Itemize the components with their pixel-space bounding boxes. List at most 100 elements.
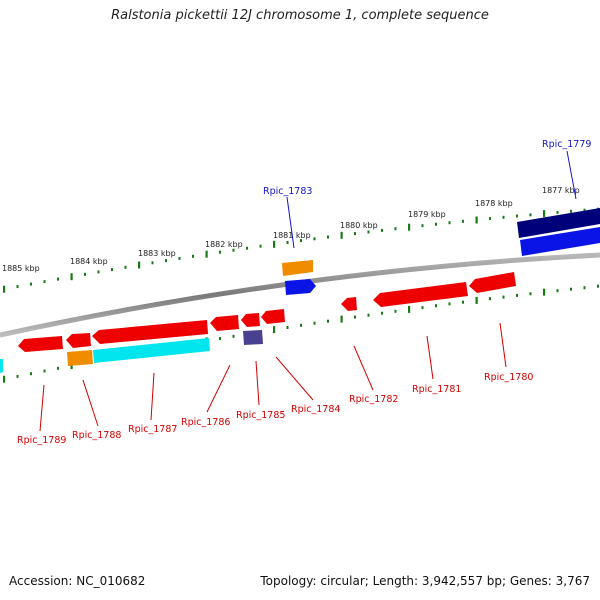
leader-rpic-1784 [275, 356, 314, 401]
minor-tick [192, 254, 194, 258]
inner-tick-row [3, 284, 599, 383]
gene-rpic-1786[interactable] [210, 315, 239, 331]
minor-tick [502, 215, 505, 219]
minor-tick [111, 268, 113, 272]
gene-rpic-1781[interactable] [373, 282, 468, 307]
scale-label-1880: 1880 kbp [340, 221, 378, 230]
gene-rpic-1785-box[interactable] [243, 330, 263, 345]
gene-rpic-1782[interactable] [341, 297, 357, 311]
leader-rpic-1779 [566, 150, 577, 200]
minor-tick [462, 219, 464, 223]
minor-tick [30, 372, 32, 376]
major-tick [340, 315, 343, 323]
major-tick [340, 231, 343, 239]
gene-navy[interactable] [517, 208, 600, 238]
major-tick [543, 288, 546, 296]
minor-tick [597, 284, 599, 288]
minor-tick [286, 241, 289, 244]
gene-rpic-1783[interactable] [285, 279, 316, 295]
gene-rpic-1785[interactable] [241, 313, 260, 327]
label-rpic-1779[interactable]: Rpic_1779 [542, 139, 591, 150]
minor-tick [43, 369, 46, 373]
leader-rpic-1781 [426, 335, 434, 380]
minor-tick [529, 213, 532, 217]
minor-tick [327, 319, 329, 323]
major-tick [273, 240, 276, 248]
minor-tick [124, 265, 127, 269]
major-tick [475, 296, 478, 304]
reverse-strand-genes [0, 272, 516, 373]
label-rpic-1780[interactable]: Rpic_1780 [484, 372, 533, 383]
scale-label-1878: 1878 kbp [475, 199, 513, 208]
minor-tick [57, 277, 59, 281]
label-rpic-1785[interactable]: Rpic_1785 [236, 410, 285, 421]
genome-summary-text: Topology: circular; Length: 3,942,557 bp… [260, 574, 590, 588]
minor-tick [570, 209, 572, 213]
minor-tick [84, 272, 86, 276]
minor-tick [570, 287, 572, 291]
major-tick [70, 273, 73, 281]
minor-tick [354, 232, 356, 236]
gene-rpic-1780[interactable] [469, 272, 516, 293]
major-tick [408, 223, 411, 231]
minor-tick [246, 246, 248, 250]
minor-tick [381, 311, 383, 315]
minor-tick [367, 230, 370, 234]
leader-lines [39, 150, 577, 432]
minor-tick [219, 337, 221, 341]
gene-rpic-1784[interactable] [261, 309, 285, 324]
minor-tick [57, 366, 59, 370]
leader-rpic-1782 [353, 345, 374, 391]
leader-rpic-1788 [82, 379, 99, 427]
minor-tick [489, 217, 491, 221]
label-rpic-1783[interactable]: Rpic_1783 [263, 186, 312, 197]
minor-tick [394, 227, 397, 231]
leader-rpic-1786 [206, 364, 231, 413]
minor-tick [16, 374, 19, 378]
gene-rpic-1789[interactable] [18, 336, 63, 352]
minor-tick [97, 270, 100, 274]
scale-label-1879: 1879 kbp [408, 210, 446, 219]
map-title: Ralstonia pickettii 12J chromosome 1, co… [111, 8, 489, 23]
minor-tick [529, 292, 532, 296]
label-rpic-1781[interactable]: Rpic_1781 [412, 384, 461, 395]
label-rpic-1787[interactable]: Rpic_1787 [128, 424, 177, 435]
major-tick [138, 261, 141, 269]
gene-rpic-1787[interactable] [92, 320, 208, 344]
label-rpic-1784[interactable]: Rpic_1784 [291, 404, 340, 415]
gene-cyan-edge[interactable] [0, 359, 3, 373]
scale-label-1883: 1883 kbp [138, 249, 176, 258]
major-tick [475, 216, 478, 224]
minor-tick [178, 256, 181, 260]
gene-blue-large[interactable] [520, 227, 600, 256]
minor-tick [30, 282, 32, 286]
major-tick [408, 305, 411, 313]
gene-rpic-1788-orange[interactable] [67, 350, 93, 366]
minor-tick [165, 259, 167, 263]
scale-label-1884: 1884 kbp [70, 257, 108, 266]
label-rpic-1786[interactable]: Rpic_1786 [181, 417, 230, 428]
minor-tick [583, 208, 586, 212]
gene-rpic-1787-cyan[interactable] [93, 338, 210, 363]
minor-tick [381, 228, 383, 232]
gene-rpic-1788[interactable] [66, 333, 91, 348]
minor-tick [448, 221, 451, 225]
major-tick [3, 375, 6, 383]
leader-rpic-1785 [255, 360, 260, 406]
minor-tick [516, 293, 518, 297]
gene-labels: Rpic_1779 Rpic_1783 Rpic_1780 Rpic_1781 … [17, 139, 591, 446]
minor-tick [367, 313, 370, 317]
scale-label-1877: 1877 kbp [542, 186, 580, 195]
label-rpic-1782[interactable]: Rpic_1782 [349, 394, 398, 405]
major-tick [3, 285, 6, 293]
minor-tick [232, 334, 235, 338]
major-tick [205, 250, 208, 258]
minor-tick [313, 237, 316, 241]
major-tick [543, 210, 546, 218]
label-rpic-1788[interactable]: Rpic_1788 [72, 430, 121, 441]
minor-tick [354, 315, 356, 319]
gene-orange-1783-region[interactable] [282, 260, 313, 276]
label-rpic-1789[interactable]: Rpic_1789 [17, 435, 66, 446]
